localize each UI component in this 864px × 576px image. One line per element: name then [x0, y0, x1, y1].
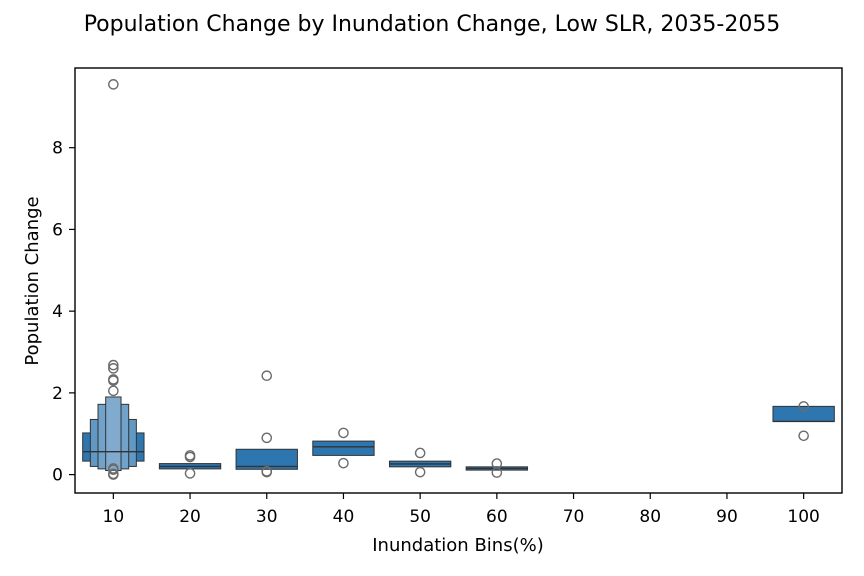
x-tick-label: 100 [787, 507, 819, 527]
outlier-point [108, 468, 119, 480]
x-tick-label: 50 [409, 507, 431, 527]
y-tick-label: 8 [52, 139, 63, 159]
boxen-level [105, 396, 122, 472]
outlier-point [798, 430, 809, 442]
outlier-point [108, 363, 119, 374]
plot-frame [74, 67, 843, 494]
x-axis: 10 20 30 40 50 60 70 80 90 100 [103, 493, 820, 527]
outlier-point [414, 447, 426, 459]
boxen-level [772, 405, 835, 422]
boxen-100 [772, 401, 835, 442]
outlier-point [108, 79, 119, 90]
outlier-point [184, 468, 196, 479]
x-tick-label: 30 [256, 507, 278, 527]
boxen-level [235, 448, 298, 470]
x-tick-label: 90 [716, 507, 738, 527]
plot-area [82, 79, 835, 480]
outlier-point [491, 467, 503, 478]
outlier-point [261, 432, 273, 444]
outlier-point [108, 375, 119, 386]
y-tick-label: 6 [52, 220, 63, 240]
boxen-40 [312, 427, 375, 469]
outlier-point [261, 370, 273, 382]
boxen-20 [158, 450, 222, 479]
y-tick-label: 2 [52, 384, 63, 404]
boxen-level [312, 440, 375, 456]
chart-title: Population Change by Inundation Change, … [84, 12, 781, 37]
boxen-10 [82, 79, 145, 480]
y-axis: 0 2 4 6 8 [52, 139, 75, 486]
outlier-point [414, 466, 426, 478]
x-axis-label: Inundation Bins(%) [372, 535, 543, 556]
x-tick-label: 80 [639, 507, 661, 527]
y-tick-label: 4 [52, 302, 63, 322]
outlier-point [108, 463, 119, 474]
outlier-point [261, 466, 273, 478]
x-tick-label: 20 [179, 507, 201, 527]
outlier-point [184, 451, 196, 463]
outlier-point [108, 359, 119, 371]
boxen-50 [388, 447, 452, 478]
y-tick-label: 0 [52, 466, 63, 486]
x-tick-label: 10 [103, 507, 125, 527]
y-axis-label: Population Change [22, 196, 43, 365]
outlier-point [338, 457, 349, 469]
outlier-point [798, 401, 809, 412]
x-tick-label: 70 [563, 507, 585, 527]
boxen-60 [465, 458, 529, 478]
boxen-30 [235, 370, 298, 478]
outlier-point [108, 385, 119, 397]
x-tick-label: 60 [486, 507, 508, 527]
x-tick-label: 40 [333, 507, 355, 527]
outlier-point [338, 427, 349, 439]
